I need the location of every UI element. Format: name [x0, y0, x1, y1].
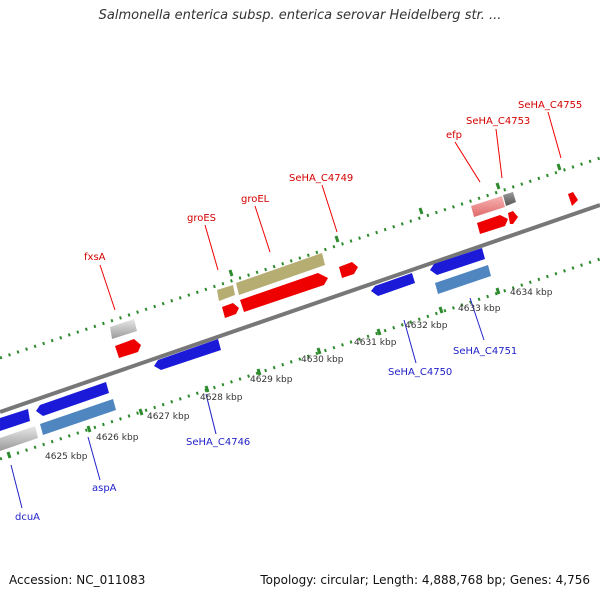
- label-SeHA_C4746[interactable]: SeHA_C4746: [186, 437, 250, 448]
- gene-dcuA-pseudo[interactable]: [0, 426, 38, 451]
- gene-SeHA_C4755[interactable]: [568, 192, 578, 206]
- gene-SeHA_C4746[interactable]: [154, 339, 221, 370]
- gene-fxsA[interactable]: [115, 339, 141, 358]
- tick-label-4625: 4625 kbp: [45, 452, 88, 462]
- reverse-tick-track: [0, 257, 600, 461]
- label-groES[interactable]: groES: [187, 213, 216, 224]
- map-title: Salmonella enterica subsp. enterica sero…: [98, 8, 502, 23]
- reverse-genes: [0, 248, 491, 451]
- label-SeHA_C4751[interactable]: SeHA_C4751: [453, 346, 517, 357]
- gene-SeHA_C4750[interactable]: [371, 273, 415, 296]
- tick-label-4626: 4626 kbp: [96, 433, 139, 443]
- accession-text: Accession: NC_011083: [9, 573, 146, 587]
- gene-efp[interactable]: [477, 215, 508, 234]
- reverse-gene-labels: dcuA aspA SeHA_C4746 SeHA_C4750 SeHA_C47…: [10, 297, 517, 523]
- gene-groES-khaki[interactable]: [217, 285, 235, 301]
- tick-label-4632: 4632 kbp: [405, 321, 448, 331]
- gene-dcuA-blue[interactable]: [0, 409, 30, 431]
- label-aspA[interactable]: aspA: [92, 483, 117, 494]
- gene-aspA-blue[interactable]: [36, 382, 109, 416]
- label-groEL[interactable]: groEL: [241, 194, 270, 205]
- tick-label-4630: 4630 kbp: [301, 355, 344, 365]
- gene-SeHA_C4749[interactable]: [339, 262, 358, 278]
- genome-backbone: [0, 203, 600, 414]
- label-fxsA[interactable]: fxsA: [84, 252, 106, 263]
- label-SeHA_C4755[interactable]: SeHA_C4755: [518, 100, 582, 111]
- tick-label-4634: 4634 kbp: [510, 288, 553, 298]
- gene-fxsA-pseudo[interactable]: [110, 319, 137, 339]
- tick-label-4627: 4627 kbp: [147, 412, 190, 422]
- gene-SeHA_C4753-dark[interactable]: [503, 192, 516, 206]
- label-SeHA_C4749[interactable]: SeHA_C4749: [289, 173, 353, 184]
- gene-SeHA_C4751[interactable]: [435, 265, 491, 294]
- tick-label-4633: 4633 kbp: [458, 304, 501, 314]
- label-efp[interactable]: efp: [446, 130, 462, 141]
- forward-genes: [110, 192, 578, 358]
- gene-aspA[interactable]: [40, 399, 116, 435]
- forward-tick-track: [0, 156, 600, 360]
- gene-groEL-khaki[interactable]: [236, 253, 325, 295]
- genome-summary-text: Topology: circular; Length: 4,888,768 bp…: [260, 573, 590, 587]
- gene-groEL[interactable]: [240, 273, 328, 312]
- gene-SeHA_C4753[interactable]: [508, 211, 518, 224]
- gene-efp-pink[interactable]: [471, 196, 505, 217]
- label-SeHA_C4750[interactable]: SeHA_C4750: [388, 367, 452, 378]
- major-ticks: [6, 163, 562, 459]
- tick-label-4631: 4631 kbp: [354, 338, 397, 348]
- gene-groES[interactable]: [222, 303, 239, 318]
- label-SeHA_C4753[interactable]: SeHA_C4753: [466, 116, 530, 127]
- forward-gene-labels: fxsA groES groEL SeHA_C4749 efp SeHA_C47…: [84, 100, 582, 311]
- kbp-tick-labels: 4625 kbp 4626 kbp 4627 kbp 4628 kbp 4629…: [45, 288, 553, 462]
- tick-label-4628: 4628 kbp: [200, 393, 243, 403]
- gene-SeHA_C4751-blue[interactable]: [430, 248, 485, 275]
- tick-label-4629: 4629 kbp: [250, 375, 293, 385]
- label-dcuA[interactable]: dcuA: [15, 512, 40, 523]
